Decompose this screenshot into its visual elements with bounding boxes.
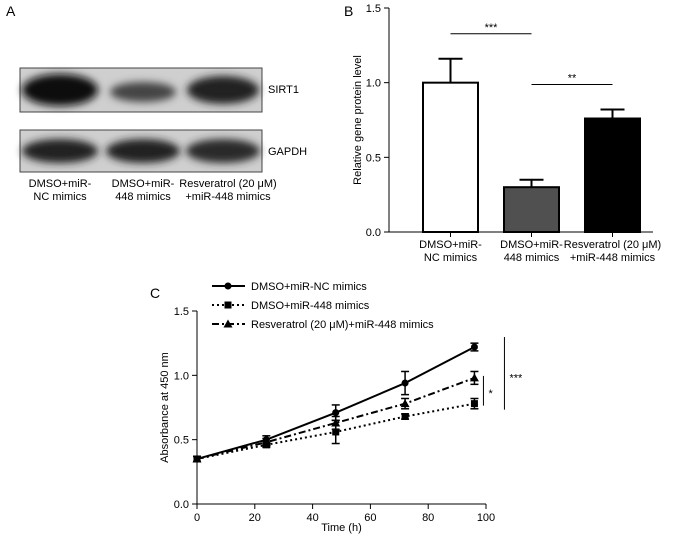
lane-label: DMSO+miR-448 mimics xyxy=(112,178,175,203)
marker xyxy=(192,454,202,463)
marker xyxy=(224,282,232,290)
marker xyxy=(224,301,232,309)
y-tick-label: 0.0 xyxy=(366,227,381,239)
y-tick-label: 0.0 xyxy=(174,499,189,511)
legend-label: DMSO+miR-448 mimics xyxy=(251,300,370,312)
x-tick-label: 80 xyxy=(422,512,434,524)
significance-label: *** xyxy=(485,22,499,34)
significance-label: ** xyxy=(568,73,577,85)
band xyxy=(106,139,180,163)
marker xyxy=(261,437,271,446)
x-axis-label: Time (h) xyxy=(321,522,362,534)
y-tick-label: 0.5 xyxy=(366,152,381,164)
y-axis-label: Relative gene protein level xyxy=(352,55,364,185)
band xyxy=(186,139,260,163)
band xyxy=(22,74,98,106)
marker xyxy=(332,428,340,436)
marker xyxy=(400,399,410,408)
lane-label: DMSO+miR-NC mimics xyxy=(29,178,92,203)
y-tick-label: 1.5 xyxy=(366,3,381,15)
x-tick-label: 0 xyxy=(194,512,200,524)
band-label: SIRT1 xyxy=(268,84,299,96)
marker xyxy=(470,343,478,351)
y-tick-label: 0.5 xyxy=(174,435,189,447)
band xyxy=(22,139,98,163)
marker xyxy=(331,418,341,427)
marker xyxy=(332,409,340,417)
marker xyxy=(470,400,478,408)
panel-label: A xyxy=(6,3,16,19)
marker xyxy=(401,379,409,387)
marker xyxy=(223,319,233,328)
bar xyxy=(503,186,560,233)
band xyxy=(110,82,176,102)
y-axis-label: Absorbance at 450 nm xyxy=(159,352,171,463)
x-tick-label: 60 xyxy=(364,512,376,524)
bar xyxy=(584,117,641,233)
marker xyxy=(469,373,479,382)
x-tick-label: Resveratrol (20 μM) +miR-448 mimics xyxy=(564,239,661,264)
y-tick-label: 1.5 xyxy=(174,306,189,318)
significance-label: * xyxy=(488,388,493,400)
band xyxy=(187,76,259,104)
x-tick-label: 20 xyxy=(249,512,261,524)
x-tick-label: DMSO+miR-448 mimics xyxy=(500,239,563,264)
significance-label: *** xyxy=(509,372,523,384)
blot: SIRT1 GAPDH DMSO+miR-NC mimics DMSO+miR-… xyxy=(19,67,307,203)
band-label: GAPDH xyxy=(268,146,307,158)
y-tick-label: 1.0 xyxy=(174,370,189,382)
y-tick-label: 1.0 xyxy=(366,78,381,90)
panel-label: C xyxy=(150,285,160,301)
lane-label: Resveratrol (20 μM) +miR-448 mimics xyxy=(179,178,276,203)
legend-label: Resveratrol (20 μM)+miR-448 mimics xyxy=(251,319,434,331)
bar xyxy=(422,81,479,233)
marker xyxy=(401,413,409,421)
x-tick-label: 40 xyxy=(306,512,318,524)
panel-label: B xyxy=(344,3,353,19)
series-line xyxy=(196,376,475,460)
x-tick-label: 100 xyxy=(477,512,495,524)
x-tick-label: DMSO+miR-NC mimics xyxy=(419,239,482,264)
legend-label: DMSO+miR-NC mimics xyxy=(251,281,367,293)
